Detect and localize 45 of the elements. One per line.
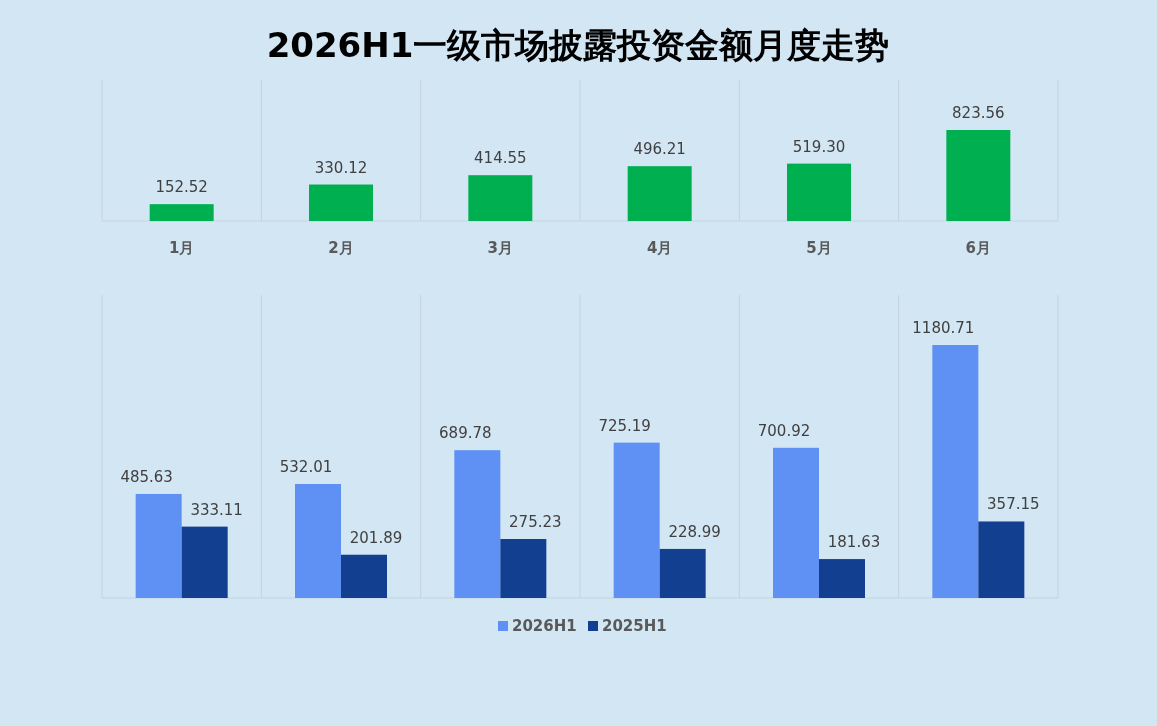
bar [819, 559, 865, 598]
bar [613, 442, 660, 598]
data-label: 333.11 [190, 500, 243, 519]
legend-label: 2025H1 [602, 617, 667, 635]
legend-label: 2026H1 [512, 617, 577, 635]
data-label: 414.55 [474, 149, 527, 168]
data-label: 823.56 [952, 104, 1005, 122]
data-label: 357.15 [987, 495, 1040, 514]
data-label: 689.78 [439, 424, 492, 443]
bar [659, 548, 706, 598]
bar [341, 554, 387, 598]
x-tick-label: 2月 [328, 239, 354, 257]
data-label: 519.30 [792, 137, 846, 156]
bar [468, 175, 533, 221]
bar [627, 166, 692, 221]
data-label: 725.19 [598, 416, 651, 435]
bar [946, 130, 1011, 221]
data-label: 181.63 [827, 533, 881, 552]
data-label: 330.12 [314, 158, 368, 177]
data-label: 201.89 [349, 528, 403, 547]
bar [309, 184, 373, 221]
x-tick-label: 6月 [965, 239, 992, 257]
data-label: 700.92 [757, 421, 811, 440]
data-label: 228.99 [668, 522, 721, 541]
data-label: 275.23 [509, 513, 562, 532]
x-tick-label: 5月 [806, 239, 832, 257]
data-label: 485.63 [120, 467, 173, 486]
data-label: 152.52 [155, 178, 208, 197]
bar [135, 493, 182, 598]
bar [500, 539, 547, 598]
bar [932, 345, 979, 598]
bar [978, 521, 1025, 598]
chart-title: 2026H1一级市场披露投资金额月度走势 [266, 25, 890, 65]
data-label: 496.21 [633, 140, 686, 159]
bar [454, 450, 501, 598]
x-tick-label: 4月 [646, 239, 673, 257]
bar [295, 484, 341, 598]
bar [149, 204, 214, 221]
x-tick-label: 1月 [168, 239, 195, 257]
bar [181, 526, 228, 598]
bar [773, 447, 819, 598]
data-label: 532.01 [279, 458, 333, 476]
data-label: 1180.71 [912, 319, 975, 337]
x-tick-label: 3月 [487, 239, 514, 257]
bar [787, 163, 851, 221]
